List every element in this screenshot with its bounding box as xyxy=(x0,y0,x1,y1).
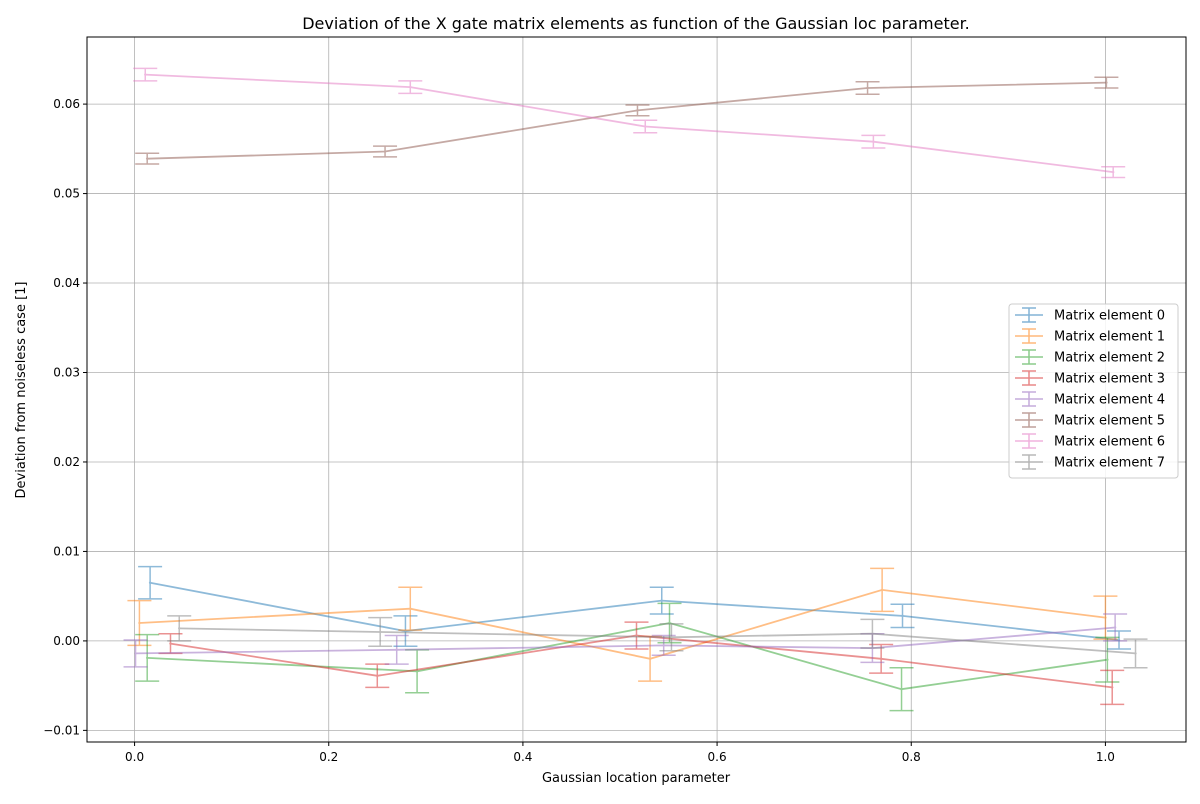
x-tick-label: 0.0 xyxy=(125,750,144,764)
legend-item: Matrix element 6 xyxy=(1015,433,1165,450)
legend-label: Matrix element 6 xyxy=(1054,435,1165,450)
legend-label: Matrix element 3 xyxy=(1054,372,1165,387)
plot-frame xyxy=(86,36,1187,743)
y-tick-label: 0.03 xyxy=(53,366,80,380)
x-tick-label: 0.8 xyxy=(902,750,921,764)
data-point xyxy=(880,588,884,592)
data-point xyxy=(879,657,883,660)
series-5 xyxy=(135,76,1119,165)
legend-label: Matrix element 0 xyxy=(1054,309,1165,324)
data-point xyxy=(1106,658,1109,661)
data-point xyxy=(415,670,419,673)
ticks-layer: 0.0 0.2 0.4 0.6 0.8 1.0 −0.01 0.00 0.01 0.02 0.03 0… xyxy=(43,97,1115,764)
data-point xyxy=(145,656,149,660)
legend-item: Matrix element 7 xyxy=(1015,454,1165,471)
data-point xyxy=(1111,686,1114,689)
x-tick-label: 0.6 xyxy=(708,750,727,764)
data-point xyxy=(169,642,172,645)
y-tick-label: 0.02 xyxy=(53,455,80,469)
legend-swatch xyxy=(1015,349,1043,365)
legend-label: Matrix element 2 xyxy=(1054,351,1165,366)
data-point xyxy=(1104,616,1107,619)
data-point xyxy=(900,688,903,691)
legend-item: Matrix element 1 xyxy=(1015,328,1165,345)
legend-swatch xyxy=(1015,433,1043,449)
legend-item: Matrix element 5 xyxy=(1015,412,1165,429)
data-point xyxy=(145,157,149,160)
data-point xyxy=(660,599,663,602)
series-4 xyxy=(123,613,1128,668)
data-point xyxy=(670,636,673,639)
series-6 xyxy=(133,67,1126,179)
y-tick-label: −0.01 xyxy=(43,723,80,737)
x-tick-label: 1.0 xyxy=(1096,750,1115,764)
data-point xyxy=(409,85,412,89)
series-7 xyxy=(167,615,1148,669)
legend-label: Matrix element 5 xyxy=(1054,414,1165,429)
legend-swatch xyxy=(1015,370,1043,386)
legend-label: Matrix element 7 xyxy=(1054,456,1165,471)
series-layer xyxy=(123,67,1148,712)
y-tick-label: 0.04 xyxy=(53,276,80,290)
x-tick-label: 0.2 xyxy=(319,750,338,764)
data-point xyxy=(662,644,665,647)
data-point xyxy=(636,109,639,112)
legend-swatch xyxy=(1015,454,1043,470)
y-axis-label: Deviation from noiseless case [1] xyxy=(14,282,29,499)
data-point xyxy=(1113,626,1117,629)
legend-item: Matrix element 3 xyxy=(1015,370,1165,387)
series-1 xyxy=(127,567,1118,682)
legend-label: Matrix element 4 xyxy=(1054,393,1165,408)
data-point xyxy=(644,125,647,128)
data-point xyxy=(1105,81,1108,84)
data-point xyxy=(148,581,152,584)
legend-box xyxy=(1008,303,1179,479)
legend: Matrix element 0 Matrix element 1 Matrix e… xyxy=(1008,303,1179,479)
data-point xyxy=(144,73,147,76)
legend-swatch xyxy=(1015,391,1043,407)
data-point xyxy=(1134,652,1137,655)
legend-swatch xyxy=(1015,307,1043,323)
y-tick-label: 0.01 xyxy=(53,544,80,558)
data-point xyxy=(901,614,904,618)
y-tick-label: 0.05 xyxy=(53,187,80,201)
data-point xyxy=(376,674,379,677)
x-tick-label: 0.4 xyxy=(513,750,532,764)
data-point xyxy=(134,652,137,655)
legend-item: Matrix element 0 xyxy=(1015,307,1165,324)
data-point xyxy=(872,140,875,143)
x-axis-label: Gaussian location parameter xyxy=(542,771,731,786)
legend-item: Matrix element 2 xyxy=(1015,349,1165,366)
data-point xyxy=(383,150,387,153)
legend-label: Matrix element 1 xyxy=(1054,330,1165,345)
data-point xyxy=(648,657,652,660)
y-tick-label: 0.00 xyxy=(53,634,80,648)
grid-layer xyxy=(87,37,1186,742)
data-point xyxy=(409,607,412,610)
y-tick-label: 0.06 xyxy=(53,97,80,111)
data-point xyxy=(866,86,869,90)
data-point xyxy=(378,630,382,634)
data-point xyxy=(138,621,141,625)
legend-item: Matrix element 4 xyxy=(1015,391,1165,408)
legend-swatch xyxy=(1015,412,1043,428)
chart-title: Deviation of the X gate matrix elements … xyxy=(302,14,970,33)
legend-swatch xyxy=(1015,328,1043,344)
data-point xyxy=(395,648,398,652)
data-point xyxy=(178,627,181,630)
series-3 xyxy=(158,621,1125,706)
data-point xyxy=(871,632,874,635)
data-point xyxy=(1111,170,1115,174)
